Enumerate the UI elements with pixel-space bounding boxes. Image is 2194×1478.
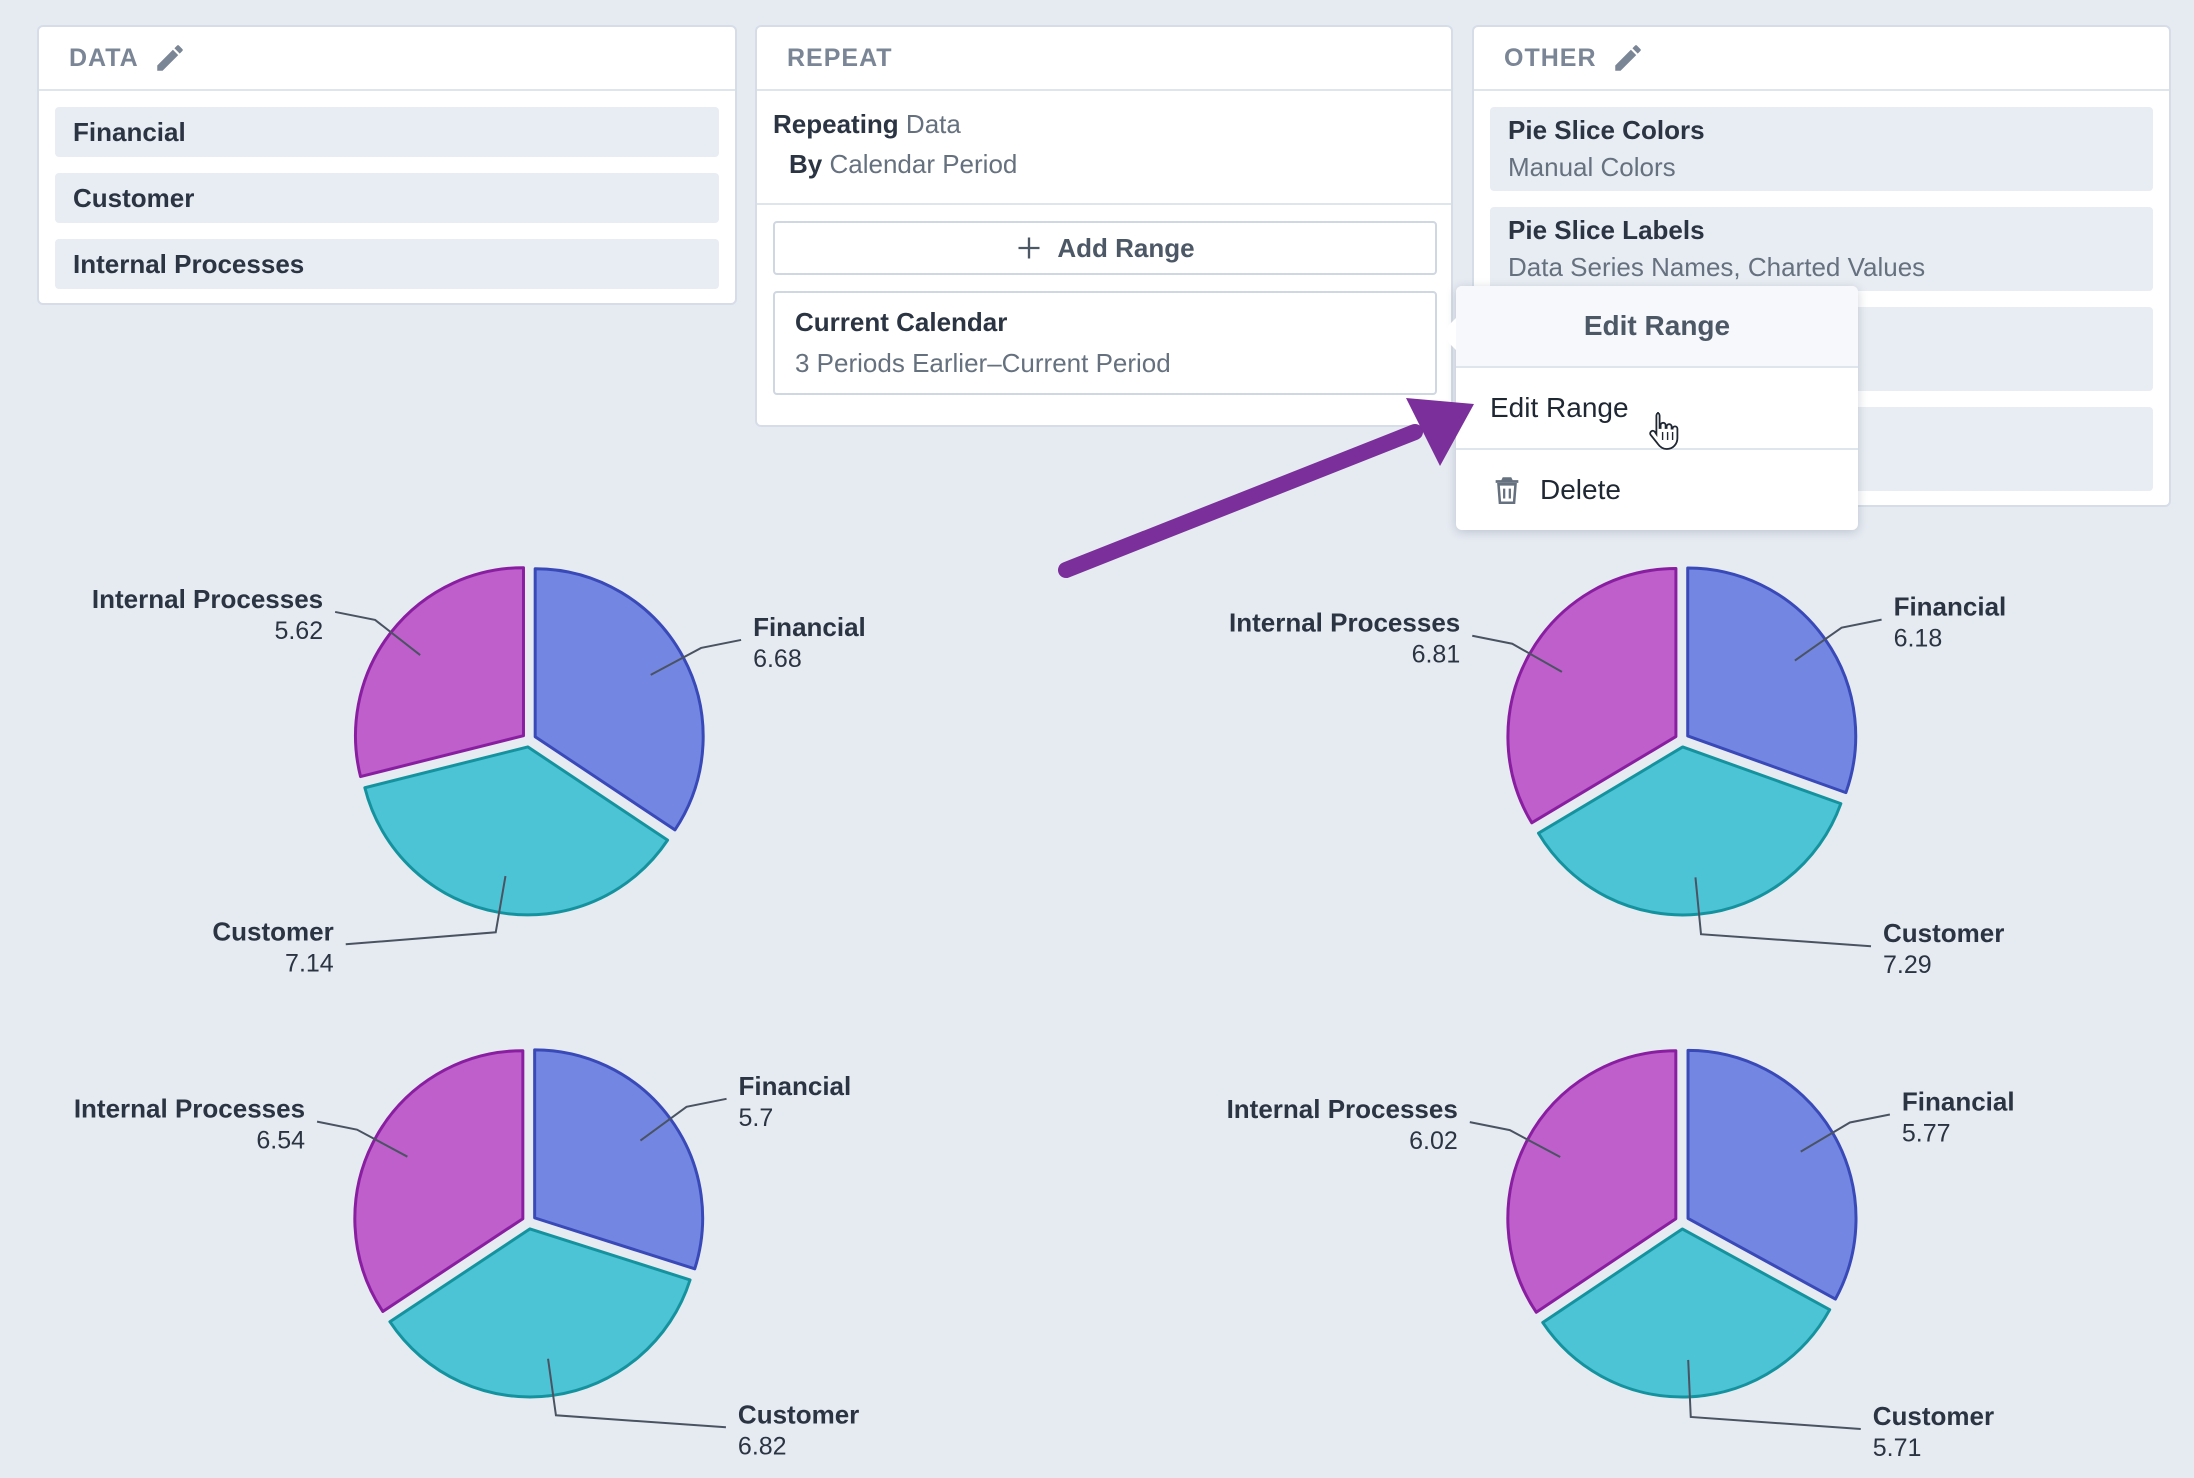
slice-value-label: 5.62 [274,617,323,645]
slice-value-label: 6.82 [738,1432,787,1460]
repeat-panel-header: REPEAT [757,27,1451,91]
data-item-financial[interactable]: Financial [55,107,719,157]
leader-line [639,1097,727,1142]
pencil-icon[interactable] [1611,41,1645,75]
leader-line [345,875,507,946]
plus-icon [1018,237,1040,259]
leader-line [1687,1359,1861,1430]
menu-header: Edit Range [1456,286,1858,366]
data-panel: DATA Financial Customer Internal Process… [37,25,737,305]
leader-line [1794,618,1882,662]
pie-chart: Financial 6.18 Customer 7.29 Internal Proces… [1229,566,2007,979]
by-label: By [789,149,823,179]
other-item-pie-slice-labels[interactable]: Pie Slice Labels Data Series Names, Char… [1490,207,2153,291]
leader-line [1800,1113,1891,1153]
pie-chart: Financial 5.7 Customer 6.82 Internal Process… [74,1048,859,1460]
other-panel-title: OTHER [1504,43,1597,72]
slice-value-label: 6.02 [1409,1127,1458,1155]
range-context-menu: Edit Range Edit Range Delete [1440,286,1858,530]
data-item-label: Customer [73,182,195,213]
trash-icon [1495,477,1519,505]
by-value: Calendar Period [829,149,1018,179]
slice-name-label: Internal Processes [74,1094,305,1124]
slice-name-label: Financial [1894,592,2007,622]
data-panel-header: DATA [39,27,735,91]
edit-range-label: Edit Range [1490,392,1629,423]
repeat-panel: REPEAT Repeating Data By Calendar Period… [755,25,1453,427]
slice-value-label: 5.77 [1902,1120,1951,1148]
slice-value-label: 7.14 [285,949,334,977]
slice-name-label: Customer [1873,1401,1994,1431]
range-card-subtitle: 3 Periods Earlier–Current Period [795,348,1171,378]
leader-line [547,1358,727,1429]
leader-line [1472,634,1563,673]
leader-line [334,610,421,656]
range-card[interactable]: Current Calendar 3 Periods Earlier–Curre… [773,291,1437,395]
slice-name-label: Internal Processes [92,584,323,614]
pencil-icon[interactable] [153,41,187,75]
leader-line [650,638,742,676]
add-range-button[interactable]: Add Range [773,221,1437,275]
add-range-label: Add Range [1057,232,1195,263]
menu-divider [1456,448,1858,450]
other-item-value: Manual Colors [1508,152,1676,182]
pie-chart: Financial 6.68 Customer 7.14 Internal Proces… [92,566,866,977]
slice-value-label: 7.29 [1883,951,1932,979]
slice-name-label: Financial [753,612,866,642]
slice-value-label: 6.54 [256,1127,305,1155]
other-item-label: Pie Slice Colors [1508,115,1705,145]
slice-name-label: Customer [1883,918,2004,948]
leader-line [1694,877,1872,948]
other-panel-header: OTHER [1474,27,2169,91]
other-item-pie-slice-colors[interactable]: Pie Slice Colors Manual Colors [1490,107,2153,191]
slice-name-label: Internal Processes [1227,1094,1458,1124]
repeating-value: Data [905,109,961,139]
slice-value-label: 6.68 [753,645,802,673]
slice-value-label: 5.7 [739,1104,774,1132]
slice-value-label: 6.18 [1894,625,1943,653]
pie-chart: Financial 5.77 Customer 5.71 Internal Proces… [1227,1048,2015,1462]
pie-slice-financial[interactable] [533,1048,705,1271]
repeat-panel-title: REPEAT [787,43,893,72]
repeating-label: Repeating [773,109,899,139]
repeat-divider [757,203,1451,205]
data-item-label: Internal Processes [73,248,305,279]
delete-label: Delete [1540,474,1621,505]
data-panel-title: DATA [69,43,139,72]
slice-name-label: Financial [739,1071,852,1101]
by-setting[interactable]: By Calendar Period [789,149,1017,180]
leader-line [316,1120,408,1158]
menu-divider [1456,366,1858,368]
menu-header-label: Edit Range [1583,310,1731,341]
edit-range-menu-item[interactable]: Edit Range [1456,368,1858,448]
slice-name-label: Customer [212,916,333,946]
delete-menu-item[interactable]: Delete [1456,450,1858,530]
other-item-label: Pie Slice Labels [1508,215,1705,245]
data-item-customer[interactable]: Customer [55,173,719,223]
repeating-setting[interactable]: Repeating Data [773,109,961,140]
data-item-internal-processes[interactable]: Internal Processes [55,239,719,289]
leader-line [1469,1121,1561,1158]
range-card-title: Current Calendar [795,307,1008,337]
slice-value-label: 5.71 [1873,1434,1922,1462]
hand-cursor-icon [1649,412,1679,450]
data-item-label: Financial [73,116,186,147]
slice-name-label: Financial [1902,1087,2015,1117]
slice-name-label: Internal Processes [1229,608,1460,638]
slice-value-label: 6.81 [1412,641,1461,669]
other-item-value: Data Series Names, Charted Values [1508,252,1926,282]
pie-slice-internal-processes[interactable] [353,566,525,779]
slice-name-label: Customer [738,1399,859,1429]
menu-pointer [1440,316,1458,352]
